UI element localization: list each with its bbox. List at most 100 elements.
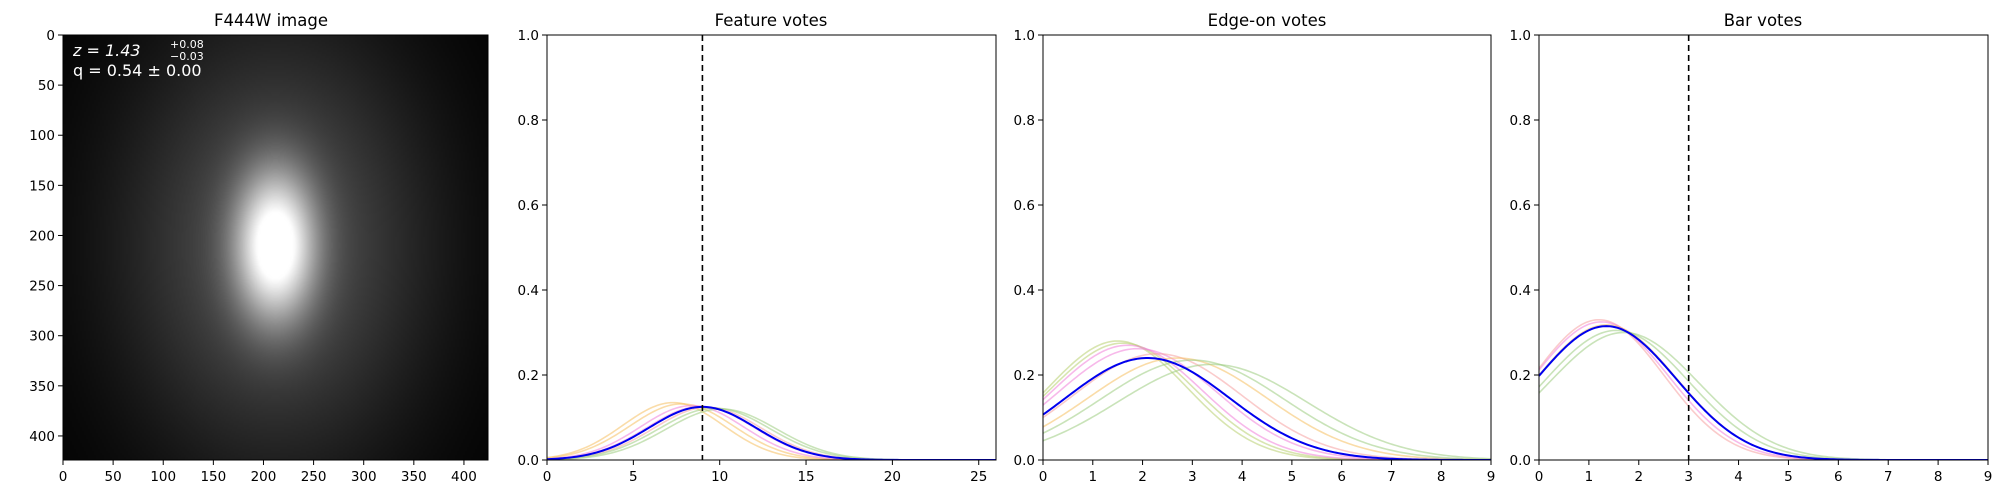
y-tick-label: 0.4 bbox=[1510, 283, 1531, 299]
redshift-lower-error: −0.03 bbox=[170, 50, 204, 63]
image-y-tick-label: 300 bbox=[29, 329, 55, 345]
image-y-tick-label: 50 bbox=[38, 78, 55, 94]
x-tick-label: 25 bbox=[970, 469, 987, 485]
x-tick-label: 0 bbox=[1039, 469, 1048, 485]
image-y-ticks: 0 50 100 150 200 250 300 350 400 bbox=[29, 28, 63, 445]
panel-image: F444W image 0 50 100 150 200 250 300 350 400 0 50… bbox=[29, 11, 489, 485]
image-y-tick-label: 150 bbox=[29, 178, 55, 194]
sample-curve bbox=[1043, 359, 1491, 460]
axis-ratio-label: q = 0.54 ± 0.00 bbox=[73, 61, 202, 80]
image-y-tick-label: 400 bbox=[29, 429, 55, 445]
y-tick-label: 0.8 bbox=[518, 113, 539, 129]
curves bbox=[1539, 318, 1988, 460]
panel-feature-votes: Feature votes 0 5 10 15 20 25 0.0 0.2 0.4 0.6 0.8 1… bbox=[518, 11, 997, 485]
image-y-tick-label: 200 bbox=[29, 228, 55, 244]
image-x-tick-label: 350 bbox=[401, 469, 427, 485]
x-tick-label: 9 bbox=[1487, 469, 1496, 485]
y-tick-label: 0.0 bbox=[1014, 453, 1035, 469]
sample-curve bbox=[1043, 342, 1491, 460]
x-tick-label: 0 bbox=[543, 469, 552, 485]
image-x-tick-label: 50 bbox=[105, 469, 122, 485]
x-tick-label: 15 bbox=[797, 469, 814, 485]
redshift-upper-error: +0.08 bbox=[170, 38, 204, 51]
image-x-tick-label: 0 bbox=[59, 469, 68, 485]
sample-curve bbox=[1539, 321, 1988, 460]
y-tick-label: 0.2 bbox=[1510, 368, 1531, 384]
image-x-tick-label: 250 bbox=[301, 469, 327, 485]
x-tick-label: 8 bbox=[1437, 469, 1446, 485]
sample-curve bbox=[1539, 331, 1988, 460]
sample-curve bbox=[547, 404, 996, 460]
y-tick-label: 0.6 bbox=[518, 198, 539, 214]
y-tick-label: 0.8 bbox=[1510, 113, 1531, 129]
image-x-tick-label: 400 bbox=[451, 469, 477, 485]
axes-frame bbox=[1042, 34, 1492, 461]
sample-curve bbox=[1043, 344, 1491, 460]
y-tick-label: 0.8 bbox=[1014, 113, 1035, 129]
sample-curve bbox=[547, 401, 996, 460]
x-tick-label: 6 bbox=[1337, 469, 1346, 485]
sample-curve bbox=[1539, 324, 1988, 460]
x-tick-label: 4 bbox=[1238, 469, 1247, 485]
x-tick-label: 8 bbox=[1934, 469, 1943, 485]
image-x-tick-label: 150 bbox=[200, 469, 226, 485]
sample-curve bbox=[547, 403, 996, 460]
y-tick-label: 0.0 bbox=[1510, 453, 1531, 469]
sample-curve bbox=[1043, 363, 1491, 460]
y-tick-label: 0.4 bbox=[518, 283, 539, 299]
sample-curve bbox=[1043, 347, 1491, 460]
y-tick-label: 0.0 bbox=[518, 453, 539, 469]
image-y-tick-label: 0 bbox=[46, 28, 55, 44]
panel-edge-on-votes: Edge-on votes 0 1 2 3 4 5 6 7 8 9 0.0 0.2 0.4 0.6 0.8 1… bbox=[1014, 11, 1496, 485]
image-x-tick-label: 300 bbox=[351, 469, 377, 485]
x-tick-label: 5 bbox=[629, 469, 638, 485]
x-tick-label: 10 bbox=[711, 469, 728, 485]
y-tick-label: 0.6 bbox=[1510, 198, 1531, 214]
panel-edge-on-title: Edge-on votes bbox=[1208, 11, 1327, 30]
redshift-text: z = 1.43 bbox=[72, 41, 141, 60]
image-x-tick-label: 200 bbox=[251, 469, 277, 485]
x-tick-label: 7 bbox=[1387, 469, 1396, 485]
x-tick-label: 7 bbox=[1884, 469, 1893, 485]
sample-curve bbox=[1539, 318, 1988, 460]
image-y-tick-label: 100 bbox=[29, 128, 55, 144]
redshift-label: z = 1.43 bbox=[72, 41, 141, 60]
x-tick-label: 4 bbox=[1734, 469, 1743, 485]
y-tick-label: 0.6 bbox=[1014, 198, 1035, 214]
x-tick-label: 5 bbox=[1288, 469, 1297, 485]
y-tick-label: 1.0 bbox=[1510, 28, 1531, 44]
y-tick-label: 0.2 bbox=[1014, 368, 1035, 384]
x-tick-label: 9 bbox=[1984, 469, 1993, 485]
mean-curve bbox=[1539, 325, 1988, 460]
curves bbox=[547, 401, 996, 460]
x-tick-label: 1 bbox=[1585, 469, 1594, 485]
panel-bar-title: Bar votes bbox=[1724, 11, 1803, 30]
x-tick-label: 20 bbox=[884, 469, 901, 485]
y-tick-label: 0.4 bbox=[1014, 283, 1035, 299]
x-tick-label: 0 bbox=[1535, 469, 1544, 485]
panel-feature-title: Feature votes bbox=[715, 11, 828, 30]
y-tick-label: 1.0 bbox=[1014, 28, 1035, 44]
sample-curve bbox=[1043, 340, 1491, 460]
x-tick-label: 2 bbox=[1138, 469, 1147, 485]
x-tick-label: 6 bbox=[1834, 469, 1843, 485]
x-tick-label: 3 bbox=[1188, 469, 1197, 485]
image-x-ticks: 0 50 100 150 200 250 300 350 400 bbox=[59, 460, 477, 485]
x-tick-label: 1 bbox=[1088, 469, 1097, 485]
image-y-tick-label: 350 bbox=[29, 379, 55, 395]
x-tick-label: 5 bbox=[1784, 469, 1793, 485]
panel-bar-votes: Bar votes 0 1 2 3 4 5 6 7 8 9 0.0 0.2 0.4 0.6 0.8 1.0 bbox=[1510, 11, 1993, 485]
galaxy-image bbox=[63, 35, 488, 460]
y-tick-label: 1.0 bbox=[518, 28, 539, 44]
curves bbox=[1043, 340, 1491, 460]
x-tick-label: 3 bbox=[1684, 469, 1693, 485]
image-y-tick-label: 250 bbox=[29, 279, 55, 295]
axes-frame bbox=[1538, 34, 1989, 461]
image-x-tick-label: 100 bbox=[150, 469, 176, 485]
panel-image-title: F444W image bbox=[214, 11, 328, 30]
axes-frame bbox=[546, 34, 997, 461]
image-frame bbox=[62, 34, 489, 461]
sample-curve bbox=[1539, 329, 1988, 460]
x-tick-label: 2 bbox=[1634, 469, 1643, 485]
